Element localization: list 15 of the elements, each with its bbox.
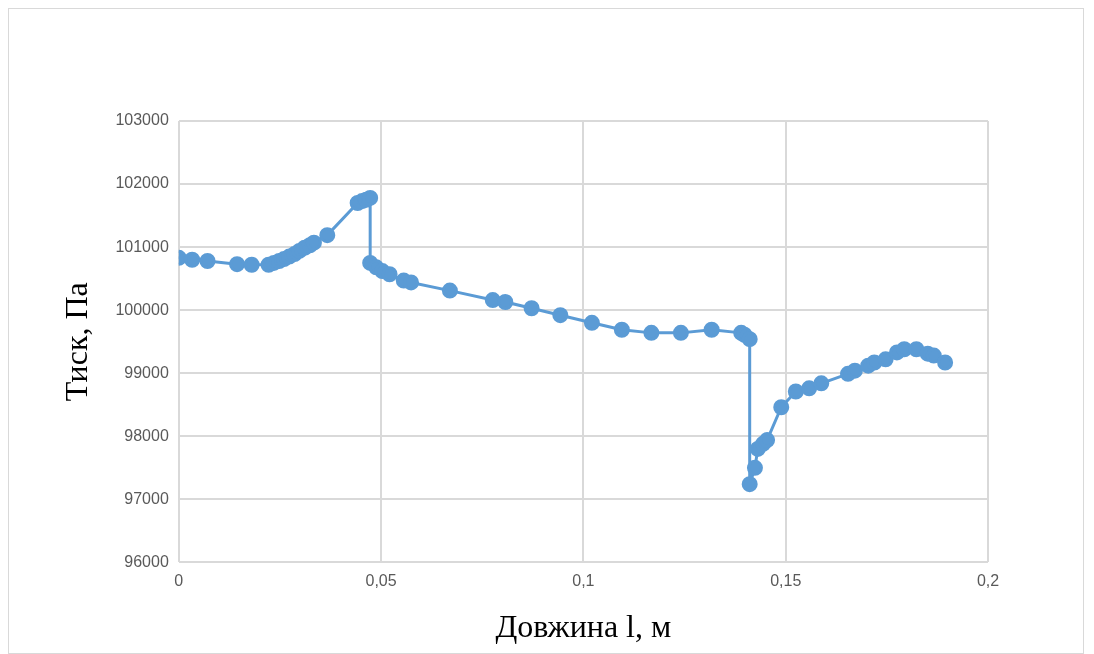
x-axis-title: Довжина l, м [495, 608, 672, 645]
y-tick-label: 96000 [124, 552, 169, 570]
y-tick-label: 98000 [124, 426, 169, 444]
y-tick-label: 100000 [115, 300, 169, 318]
x-tick-label: 0 [174, 572, 184, 590]
x-tick-label: 0,15 [770, 572, 802, 590]
x-tick-label: 0,05 [365, 572, 397, 590]
y-tick-label: 103000 [115, 111, 169, 129]
x-tick-label: 0,2 [976, 572, 1000, 590]
y-axis-title: Тиск, Па [57, 282, 94, 402]
y-tick-label: 101000 [115, 237, 169, 255]
y-tick-label: 99000 [124, 363, 169, 381]
y-tick-label: 97000 [124, 489, 169, 507]
x-tick-label: 0,1 [572, 572, 595, 590]
y-tick-label: 102000 [115, 174, 169, 192]
